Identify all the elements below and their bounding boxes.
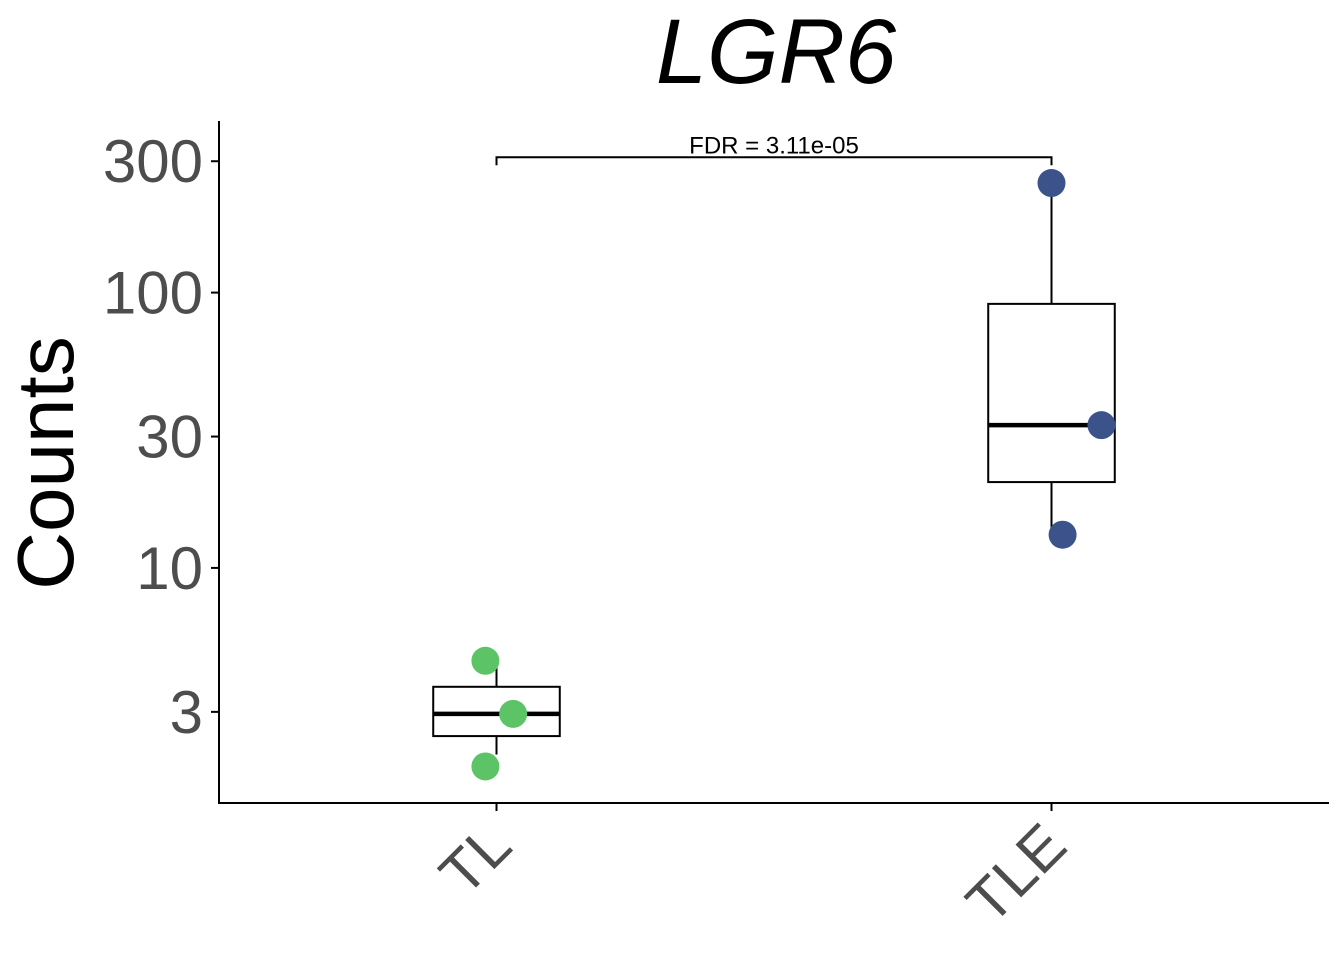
data-point — [471, 752, 500, 781]
x-tick-label: TL — [427, 811, 524, 908]
y-axis-label: Counts — [1, 336, 90, 589]
y-tick-label: 300 — [103, 128, 203, 195]
chart-title: LGR6 — [656, 1, 897, 103]
boxes — [432, 183, 1116, 755]
annotations: FDR = 3.11e-05 — [495, 132, 1053, 166]
y-tick-label: 3 — [170, 679, 203, 746]
box-iqr — [987, 302, 1116, 484]
significance-bracket — [495, 156, 1053, 166]
data-points — [471, 169, 1116, 781]
y-tick-label: 100 — [103, 260, 203, 327]
x-axis-ticks: TL TLE — [427, 803, 1079, 936]
y-tick-label: 10 — [136, 535, 203, 602]
data-point — [1087, 411, 1116, 440]
y-axis-ticks: 3 10 30 100 300 — [103, 128, 219, 746]
y-tick-label: 30 — [136, 404, 203, 471]
x-tick-label: TLE — [954, 811, 1079, 936]
data-point — [1048, 520, 1077, 549]
significance-label: FDR = 3.11e-05 — [689, 132, 859, 159]
data-point — [1037, 169, 1066, 198]
data-point — [499, 699, 528, 728]
data-point — [471, 646, 500, 675]
box-iqr — [432, 685, 561, 738]
